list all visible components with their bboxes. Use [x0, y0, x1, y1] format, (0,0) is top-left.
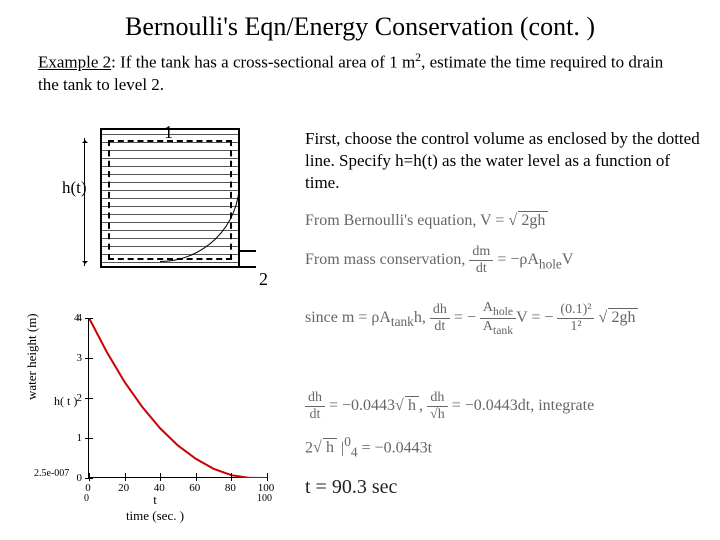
height-arrow — [84, 138, 85, 266]
point-1-label: 1 — [164, 122, 173, 143]
tank-diagram: 1 2 h(t) — [78, 128, 253, 268]
eq3d2a: A — [483, 319, 493, 334]
explanation-text: First, choose the control volume as encl… — [305, 128, 705, 194]
x-tick — [125, 473, 126, 481]
eq2-frac: dmdt — [469, 244, 493, 277]
eq4n: dh — [305, 390, 325, 407]
x-tick-label: 60 — [183, 482, 207, 494]
x-tick-label: 80 — [218, 482, 242, 494]
eqn-since: since m = ρAtankh, dhdt = − AholeAtankV … — [305, 300, 705, 337]
eq2d: dt — [469, 261, 493, 277]
x-var: t — [153, 492, 157, 507]
eq3d2: Atank — [480, 319, 516, 337]
eq2s: hole — [539, 256, 562, 271]
example-t1: : If the tank has a cross-sectional area… — [111, 53, 415, 72]
eq3a: since m = ρA — [305, 309, 391, 326]
eqn-result: t = 90.3 sec — [305, 476, 705, 499]
eq1a: From Bernoulli's equation, V = — [305, 212, 508, 229]
eq4sq: h — [395, 397, 419, 415]
eq4a: = −0.0443 — [325, 397, 395, 414]
eq3d: V = − — [516, 309, 557, 326]
eq5a: 2 — [305, 439, 313, 456]
eq3d3: 1² — [557, 319, 594, 335]
y-tick-label: 2 — [42, 392, 82, 404]
eq3f2: AholeAtank — [480, 300, 516, 337]
x-tick-label: 0 — [76, 482, 100, 494]
eq3s3: tank — [493, 324, 513, 337]
eq3s1: tank — [391, 314, 414, 329]
cv-left — [108, 140, 110, 260]
eq3d1: dt — [430, 319, 450, 335]
eq3n3: (0.1)² — [557, 302, 594, 319]
eq1b: 2gh — [518, 211, 548, 229]
x-units: time (sec. ) — [126, 508, 184, 523]
eq4dd: = −0.0443dt, integrate — [448, 397, 594, 414]
eq2n: dm — [469, 244, 493, 261]
eqn-mass: From mass conservation, dmdt = −ρAholeV — [305, 244, 705, 277]
y-tick — [85, 318, 93, 319]
eq2b: = −ρA — [493, 251, 539, 268]
eq5sq: h — [313, 439, 337, 457]
height-curve — [89, 318, 267, 478]
point-2-label: 2 — [259, 269, 268, 290]
eq5b: h — [323, 438, 337, 456]
eq1-sqrt: 2gh — [508, 212, 548, 230]
x-tick-label: 40 — [147, 482, 171, 494]
plot-area — [88, 318, 266, 478]
eqn-integrated: 2h |04 = −0.0443t — [305, 434, 705, 461]
height-chart: water height (m) h( t ) 4 2.5e-007 t tim… — [30, 310, 280, 520]
eq4f2: dh√h — [427, 390, 448, 423]
eq4d2: √h — [427, 407, 448, 423]
eq3f1: dhdt — [430, 302, 450, 335]
eq3n2a: A — [483, 300, 493, 315]
page-title: Bernoulli's Eqn/Energy Conservation (con… — [0, 0, 720, 50]
xmax-marker: 100 — [257, 493, 272, 504]
eqn-dhdt: dhdt = −0.0443h, dh√h = −0.0443dt, integ… — [305, 390, 705, 423]
y-tick-label: 4 — [42, 312, 82, 324]
curve-svg — [89, 318, 267, 478]
y-tick-label: 3 — [42, 352, 82, 364]
x-tick — [196, 473, 197, 481]
y-axis-label: water height (m) — [24, 313, 40, 400]
eq3sq: 2gh — [598, 309, 638, 327]
eq3n2: Ahole — [480, 300, 516, 319]
eq4d: dt — [305, 407, 325, 423]
eq2c: V — [562, 251, 574, 268]
h-label: h(t) — [62, 178, 87, 198]
eq5bt: 4 — [351, 445, 358, 460]
x-tick — [89, 473, 90, 481]
xmin-marker: 0 — [84, 493, 89, 504]
x-tick-label: 20 — [112, 482, 136, 494]
x-tick — [231, 473, 232, 481]
eq3e: 2gh — [608, 308, 638, 326]
eq2a: From mass conservation, — [305, 251, 469, 268]
tank-box: 1 2 h(t) — [100, 128, 240, 268]
y-tick-label: 1 — [42, 432, 82, 444]
eq4c: , — [419, 397, 427, 414]
x-tick — [160, 473, 161, 481]
streamline — [160, 142, 240, 262]
eq3n1: dh — [430, 302, 450, 319]
example-text: Example 2: If the tank has a cross-secti… — [0, 50, 720, 96]
x-axis-label: t time (sec. ) — [30, 492, 280, 524]
outlet — [238, 250, 256, 268]
eq3f3: (0.1)²1² — [557, 302, 594, 335]
eq4f1: dhdt — [305, 390, 325, 423]
eq4n2: dh — [427, 390, 448, 407]
eq3b: h, — [414, 309, 430, 326]
eqn-bernoulli: From Bernoulli's equation, V = 2gh — [305, 212, 705, 230]
eq5t: 0 — [344, 434, 351, 449]
x-tick-label: 100 — [254, 482, 278, 494]
eq5c: = −0.0443t — [358, 439, 433, 456]
eq3s2: hole — [493, 305, 513, 318]
y-tick — [85, 438, 93, 439]
eq3c: = − — [450, 309, 480, 326]
y-tick — [85, 358, 93, 359]
eq4b: h — [405, 396, 419, 414]
x-tick — [267, 473, 268, 481]
y-tick — [85, 398, 93, 399]
example-label: Example 2 — [38, 53, 111, 72]
